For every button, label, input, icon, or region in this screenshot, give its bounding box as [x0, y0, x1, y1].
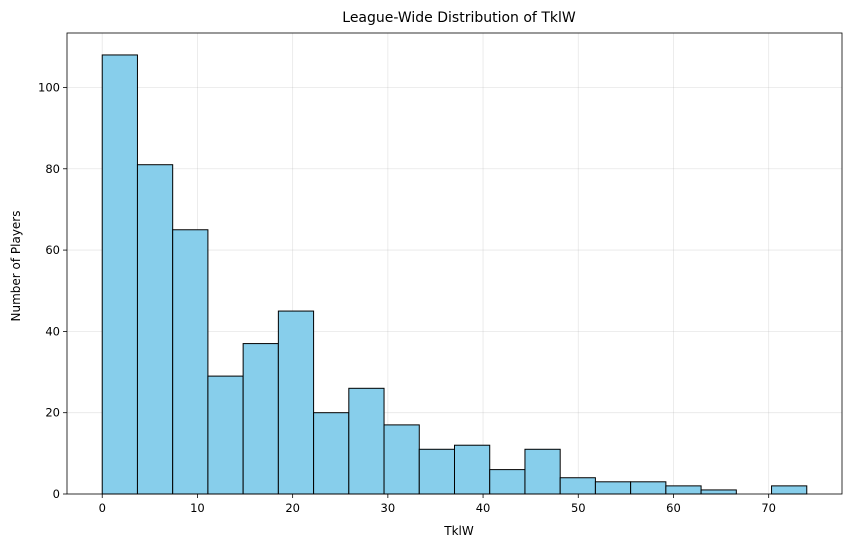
histogram-bar-11	[454, 444, 491, 495]
histogram-bar-5	[242, 343, 279, 495]
y-axis-label: Number of Players	[9, 211, 23, 322]
chart-title: League-Wide Distribution of TklW	[342, 10, 576, 26]
bars-layer	[101, 54, 808, 495]
x-axis-label: TklW	[443, 524, 474, 538]
histogram-bar-4	[207, 375, 244, 495]
y-tick-label-0: 0	[53, 487, 60, 501]
histogram-bar-12	[489, 469, 526, 495]
y-tick-label-20: 20	[45, 406, 60, 420]
histogram-bar-3	[172, 229, 209, 495]
x-tick-label-40: 40	[476, 501, 491, 515]
histogram-bar-6	[277, 310, 315, 495]
histogram-bar-14	[559, 477, 596, 495]
histogram-bar-15	[594, 481, 632, 495]
x-tick-label-50: 50	[571, 501, 586, 515]
histogram-bar-16	[630, 481, 667, 495]
histogram-bar-13	[524, 448, 561, 495]
histogram-bar-18	[700, 489, 737, 495]
histogram-bar-10	[418, 448, 456, 495]
histogram-bar-8	[348, 387, 385, 495]
histogram-bar-9	[383, 424, 420, 495]
x-tick-label-0: 0	[99, 501, 106, 515]
x-tick-label-30: 30	[381, 501, 396, 515]
y-tick-label-80: 80	[45, 162, 60, 176]
axes-layer: 0 10 20 30 40 50 60 70 0 20 40 60 80 100	[38, 32, 843, 515]
histogram-bar-20	[771, 485, 808, 495]
y-tick-label-60: 60	[45, 243, 60, 257]
histogram-bar-1	[101, 54, 138, 495]
x-tick-label-10: 10	[190, 501, 205, 515]
y-tick-label-40: 40	[45, 324, 60, 338]
plot-frame	[66, 32, 843, 495]
x-tick-label-70: 70	[761, 501, 776, 515]
x-tick-label-60: 60	[666, 501, 681, 515]
histogram-bar-17	[665, 485, 702, 495]
histogram-bar-2	[136, 164, 174, 495]
x-tick-label-20: 20	[285, 501, 300, 515]
y-tick-label-100: 100	[38, 80, 60, 94]
histogram-bar-7	[313, 412, 350, 495]
